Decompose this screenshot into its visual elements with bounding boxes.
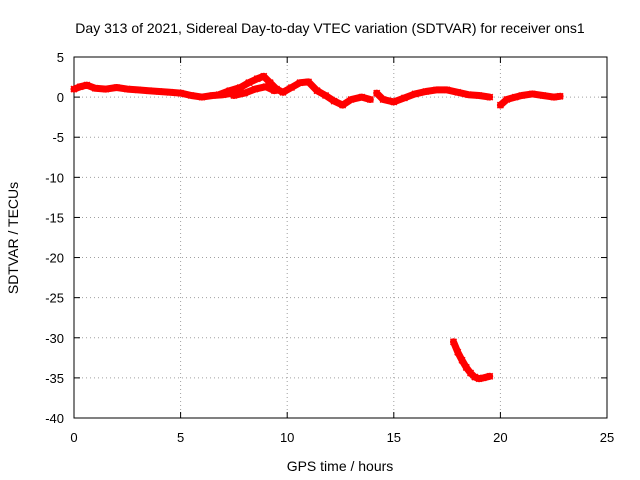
data-point [539, 91, 547, 100]
data-point [556, 92, 564, 100]
data-point [528, 90, 536, 98]
data-point [187, 91, 195, 100]
data-point [236, 83, 244, 92]
data-point [471, 373, 479, 381]
series-segment-6 [449, 338, 494, 383]
data-point [177, 89, 185, 97]
data-point [454, 88, 462, 96]
y-tick-label: -35 [45, 371, 64, 386]
data-point [123, 85, 131, 93]
y-tick-label: -20 [45, 251, 64, 266]
data-point [245, 79, 253, 87]
data-point [462, 363, 470, 371]
x-tick-label: 5 [177, 430, 184, 445]
data-point [70, 85, 78, 93]
plot-frame [73, 56, 608, 419]
data-point [373, 89, 381, 97]
data-point [432, 86, 440, 94]
data-point [486, 93, 494, 101]
x-tick-label: 20 [493, 430, 507, 445]
data-point [518, 91, 526, 100]
data-point [102, 85, 110, 93]
data-point [260, 72, 268, 80]
data-point [411, 90, 419, 98]
grid [74, 57, 607, 418]
data-point [390, 98, 398, 106]
ticks: 0 5 10 15 20 25 5 0 -5 -10 -15 -20 -25 -30 -35 -40 [45, 50, 614, 445]
data-point [241, 89, 249, 97]
data-point [550, 93, 558, 101]
chart-title: Day 313 of 2021, Sidereal Day-to-day VTE… [75, 20, 585, 36]
data-point [379, 95, 387, 104]
data-point [76, 83, 84, 91]
data-point [145, 87, 153, 95]
x-tick-label: 10 [280, 430, 294, 445]
data-point [253, 75, 261, 83]
data-point [511, 93, 519, 101]
data-point [304, 78, 313, 86]
data-point [215, 91, 223, 99]
data-point [287, 83, 295, 92]
data-point [454, 348, 462, 356]
series-line [70, 81, 244, 101]
data-point [486, 372, 494, 380]
data-point [91, 84, 99, 92]
y-tick-label: -10 [45, 170, 64, 185]
data-point [313, 87, 321, 95]
data-point [422, 87, 430, 96]
y-tick-label: -15 [45, 210, 64, 225]
data-point [230, 91, 238, 100]
data-point [475, 91, 483, 100]
data-point [347, 95, 355, 104]
y-tick-label: -25 [45, 291, 64, 306]
data-point [503, 95, 511, 104]
data-point [449, 338, 458, 346]
data-point [443, 86, 451, 94]
data-point [296, 79, 304, 87]
y-tick-label: 0 [57, 90, 64, 105]
x-tick-label: 15 [387, 430, 401, 445]
x-tick-label: 25 [600, 430, 614, 445]
y-tick-label: 5 [57, 50, 64, 65]
data-point [198, 93, 206, 101]
y-axis-label: SDTVAR / TECUs [5, 182, 21, 294]
y-tick-label: -30 [45, 331, 64, 346]
data-point [209, 91, 217, 100]
data-series [70, 72, 564, 383]
y-tick-label: -5 [52, 130, 64, 145]
series-segment-5 [496, 90, 564, 109]
data-point [83, 81, 91, 89]
data-point [322, 91, 330, 100]
data-point [339, 101, 347, 109]
data-point [479, 374, 487, 382]
data-point [251, 85, 259, 93]
x-tick-label: 0 [70, 430, 77, 445]
data-point [330, 97, 338, 105]
series-line [373, 86, 494, 106]
series-segment-4 [373, 86, 494, 106]
series-segment-3 [230, 83, 278, 100]
data-point [262, 83, 270, 91]
data-point [155, 87, 163, 96]
data-point [464, 91, 472, 99]
data-point [279, 88, 287, 96]
x-axis-label: GPS time / hours [287, 458, 394, 474]
data-point [400, 94, 408, 102]
data-point [358, 93, 366, 101]
y-tick-label: -40 [45, 411, 64, 426]
data-point [166, 88, 174, 96]
data-point [134, 86, 142, 94]
data-point [113, 83, 121, 92]
data-point [270, 87, 278, 95]
data-point [458, 356, 466, 364]
data-point [496, 101, 504, 109]
data-point [366, 95, 374, 104]
